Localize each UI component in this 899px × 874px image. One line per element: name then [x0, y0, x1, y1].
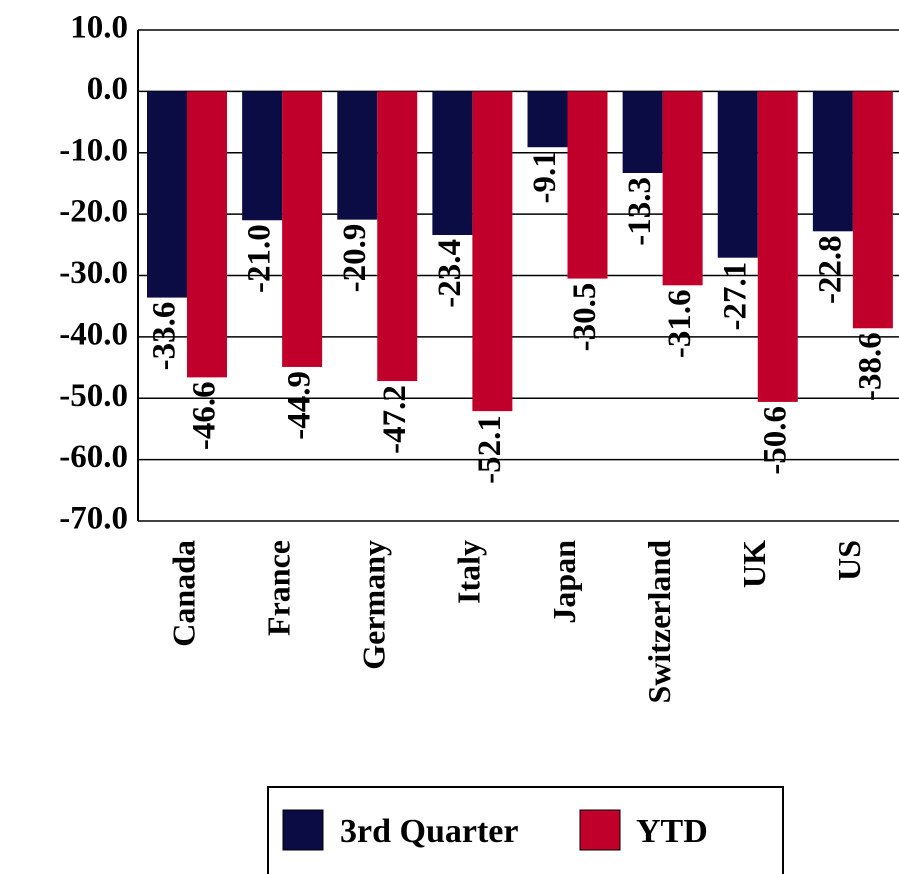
bar [187, 91, 227, 378]
data-label: -38.6 [852, 332, 888, 401]
y-tick-label: -40.0 [59, 316, 128, 352]
data-label: -27.1 [717, 262, 753, 331]
data-label: -20.9 [337, 224, 373, 293]
x-tick-label: France [260, 540, 296, 636]
bar [567, 91, 608, 279]
y-tick-label: -50.0 [59, 378, 128, 414]
bar [717, 91, 758, 258]
x-tick-label: Canada [165, 540, 201, 647]
bar [377, 91, 418, 382]
y-tick-label: 0.0 [87, 71, 128, 107]
legend-label: YTD [636, 813, 708, 850]
bar [147, 91, 187, 298]
x-tick-label: Italy [451, 540, 487, 604]
data-label: -23.4 [432, 239, 468, 308]
bar [662, 91, 703, 286]
bar [282, 91, 323, 367]
y-tick-label: -60.0 [59, 439, 128, 475]
y-tick-label: -70.0 [59, 501, 128, 537]
bar [432, 91, 473, 235]
bar [337, 91, 378, 220]
data-label: -44.9 [282, 371, 318, 440]
data-label: -22.8 [812, 235, 848, 304]
bar [242, 91, 283, 221]
data-label: -21.0 [242, 224, 278, 293]
y-tick-label: -20.0 [59, 194, 128, 230]
data-label: -50.6 [757, 406, 793, 475]
data-label: -31.6 [662, 289, 698, 358]
legend-swatch [579, 809, 621, 851]
data-label: -47.2 [377, 385, 413, 454]
data-label: -13.3 [622, 177, 658, 246]
data-label: -33.6 [147, 302, 183, 371]
bar [852, 91, 893, 329]
data-label: -9.1 [527, 151, 563, 203]
data-label: -46.6 [187, 381, 223, 450]
x-tick-label: Japan [546, 540, 582, 624]
bar [812, 91, 853, 232]
y-tick-label: -30.0 [59, 255, 128, 291]
y-tick-label: -10.0 [59, 132, 128, 168]
x-tick-label: UK [736, 540, 772, 588]
data-label: -30.5 [567, 283, 603, 352]
bar [527, 91, 568, 148]
legend-swatch [282, 809, 324, 851]
y-tick-label: 10.0 [70, 10, 128, 46]
x-tick-label: Germany [356, 540, 392, 670]
bar [472, 91, 513, 412]
bar [757, 91, 798, 402]
legend-label: 3rd Quarter [340, 813, 518, 850]
data-label: -52.1 [472, 415, 508, 484]
x-tick-label: Switzerland [641, 540, 677, 704]
legend-box [267, 786, 784, 874]
x-tick-label: US [831, 540, 867, 581]
bar [622, 91, 663, 174]
